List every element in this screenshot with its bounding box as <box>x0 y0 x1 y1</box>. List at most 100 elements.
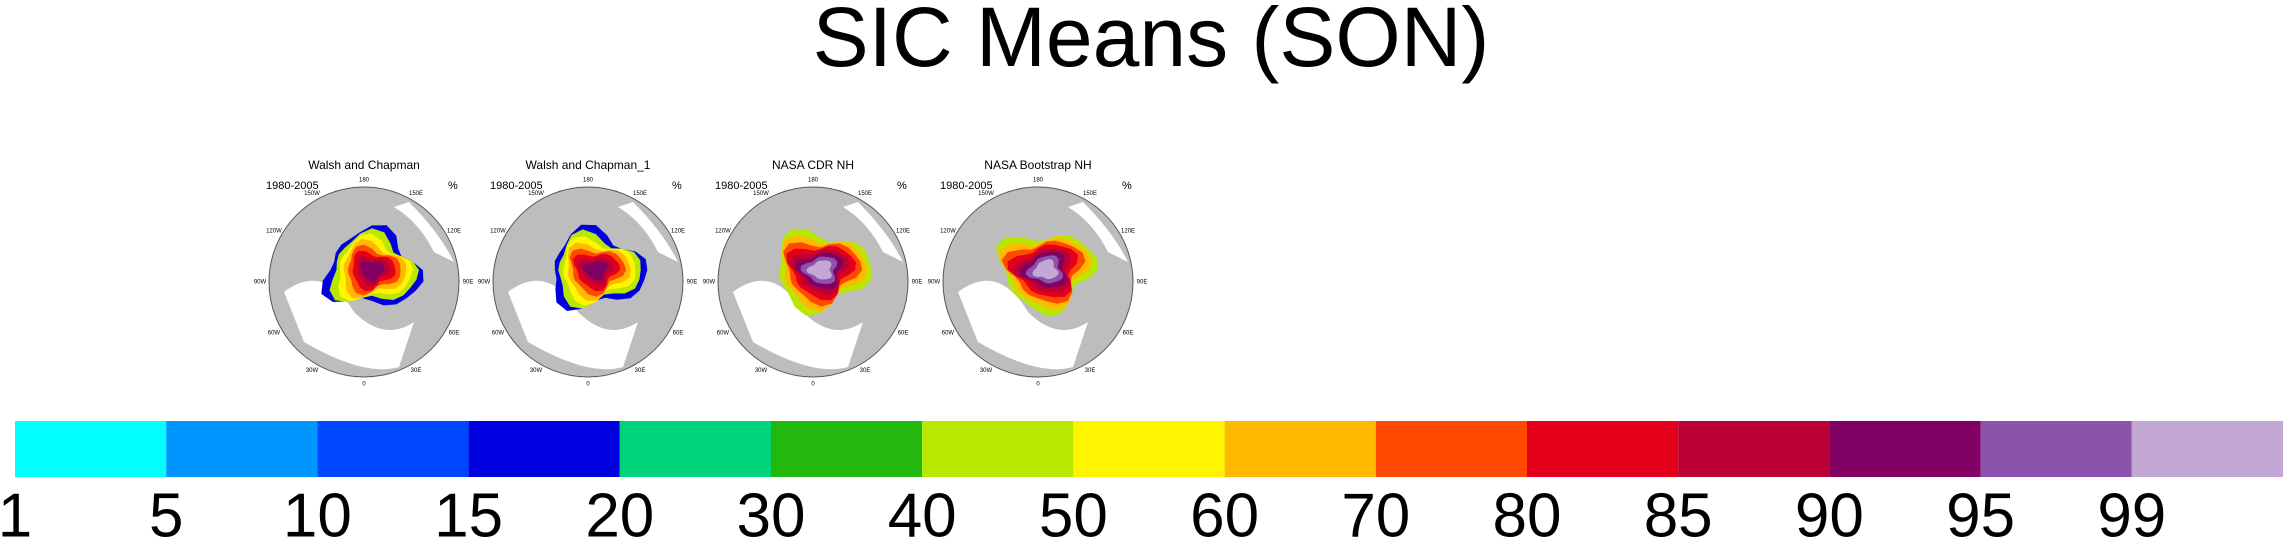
lon-label: 180 <box>1033 178 1044 184</box>
lon-label: 60W <box>268 331 281 337</box>
ice-contour <box>581 260 609 281</box>
lon-label: 60W <box>717 331 730 337</box>
map-panel: Walsh and Chapman 1980-2005 % 180 150E 120E 90… <box>254 158 474 387</box>
lon-label: 60W <box>492 331 505 337</box>
lon-label: 30W <box>530 368 543 374</box>
lon-label: 60E <box>673 331 684 337</box>
colorbar-swatch <box>317 421 469 477</box>
lon-label: 90W <box>254 280 267 286</box>
colorbar-swatch <box>1073 421 1225 477</box>
open-ocean <box>394 202 454 262</box>
panel-period: 1980-2005 <box>940 180 993 192</box>
lon-label: 180 <box>583 178 594 184</box>
open-ocean <box>508 280 638 370</box>
lon-label: 0 <box>1036 382 1040 388</box>
panel-units: % <box>448 180 458 192</box>
panel-units: % <box>897 180 907 192</box>
ice-contour <box>806 260 833 280</box>
map-panel: NASA Bootstrap NH 1980-2005 % 180 150E 120E 90… <box>928 158 1148 387</box>
figure-title: SIC Means (SON) <box>813 0 1490 84</box>
colorbar-label: 20 <box>585 481 654 550</box>
lon-label: 150E <box>409 191 423 197</box>
colorbar-swatch <box>1829 421 1981 477</box>
open-ocean <box>733 280 863 370</box>
lon-label: 180 <box>359 178 370 184</box>
panel-title: NASA Bootstrap NH <box>984 158 1091 172</box>
lon-label: 90E <box>463 280 474 286</box>
colorbar-swatch <box>468 421 620 477</box>
map-panel: NASA CDR NH 1980-2005 % 180 150E 120E 90E 60E 30… <box>703 158 923 387</box>
lon-label: 90W <box>703 280 716 286</box>
colorbar-label: 85 <box>1644 481 1713 550</box>
colorbar-label: 15 <box>434 481 503 550</box>
lon-label: 150E <box>633 191 647 197</box>
lon-label: 30W <box>980 368 993 374</box>
colorbar-label: 50 <box>1039 481 1108 550</box>
lon-label: 120W <box>490 229 506 235</box>
lon-label: 120W <box>266 229 282 235</box>
colorbar-label: 80 <box>1493 481 1562 550</box>
colorbar-swatch <box>922 421 1074 477</box>
colorbar-swatch <box>1980 421 2132 477</box>
lon-label: 60E <box>898 331 909 337</box>
lon-label: 30W <box>755 368 768 374</box>
lon-label: 150E <box>1083 191 1097 197</box>
lon-label: 90E <box>687 280 698 286</box>
lon-label: 30E <box>411 368 422 374</box>
panel-title: Walsh and Chapman <box>308 158 420 172</box>
lon-label: 120W <box>715 229 731 235</box>
panel-period: 1980-2005 <box>490 180 543 192</box>
lon-label: 120E <box>671 229 685 235</box>
colorbar-label: 99 <box>2097 481 2166 550</box>
lon-label: 120E <box>447 229 461 235</box>
lon-label: 90E <box>1137 280 1148 286</box>
panel-units: % <box>1122 180 1132 192</box>
colorbar-swatch <box>1678 421 1830 477</box>
colorbar-swatch <box>619 421 771 477</box>
lon-label: 60E <box>1123 331 1134 337</box>
open-ocean <box>284 280 414 370</box>
lon-label: 30E <box>1085 368 1096 374</box>
lon-label: 30E <box>860 368 871 374</box>
colorbar-label: 30 <box>737 481 806 550</box>
lon-label: 150W <box>528 191 544 197</box>
colorbar-swatch <box>1527 421 1679 477</box>
lon-label: 120W <box>940 229 956 235</box>
colorbar-label: 95 <box>1946 481 2015 550</box>
colorbar-swatch <box>771 421 923 477</box>
lon-label: 60W <box>942 331 955 337</box>
colorbar-swatch <box>1375 421 1527 477</box>
lon-label: 60E <box>449 331 460 337</box>
colorbar-swatch <box>1224 421 1376 477</box>
colorbar-label: 60 <box>1190 481 1259 550</box>
open-ocean <box>958 280 1088 370</box>
lon-label: 90W <box>478 280 491 286</box>
panel-units: % <box>672 180 682 192</box>
colorbar-label: 5 <box>149 481 183 550</box>
colorbar-swatch <box>15 421 167 477</box>
lon-label: 30W <box>306 368 319 374</box>
lon-label: 120E <box>1121 229 1135 235</box>
ice-contour <box>359 261 386 282</box>
panel-period: 1980-2005 <box>266 180 319 192</box>
open-ocean <box>843 202 903 262</box>
ice-contour <box>1032 259 1059 280</box>
lon-label: 90E <box>912 280 923 286</box>
colorbar-swatch <box>166 421 318 477</box>
colorbar-swatch <box>2131 421 2283 477</box>
lon-label: 0 <box>362 382 366 388</box>
lon-label: 90W <box>928 280 941 286</box>
panel-title: NASA CDR NH <box>772 158 854 172</box>
lon-label: 150W <box>753 191 769 197</box>
lon-label: 150W <box>304 191 320 197</box>
open-ocean <box>618 202 678 262</box>
lon-label: 0 <box>586 382 590 388</box>
colorbar-label: 10 <box>283 481 352 550</box>
colorbar-label: 1 <box>0 481 32 550</box>
lon-label: 150W <box>978 191 994 197</box>
map-panel: Walsh and Chapman_1 1980-2005 % 180 150E 120E… <box>478 158 698 387</box>
panel-title: Walsh and Chapman_1 <box>526 158 651 172</box>
lon-label: 0 <box>811 382 815 388</box>
colorbar-label: 90 <box>1795 481 1864 550</box>
